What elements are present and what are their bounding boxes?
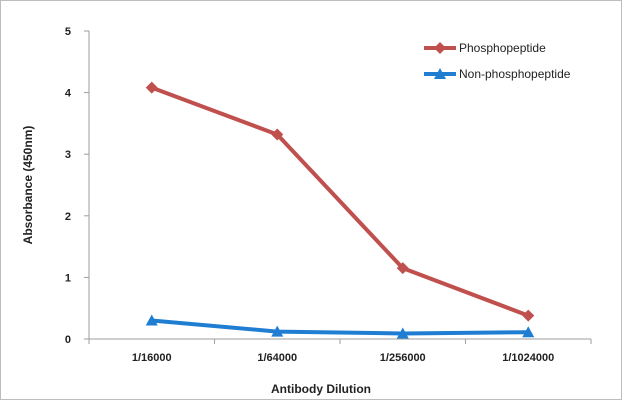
- series-line: [149, 85, 531, 318]
- legend-swatch-marker: [434, 42, 446, 54]
- x-tick-label: 1/1024000: [502, 352, 554, 364]
- y-ticks: 0 1 2 3 4 5: [65, 26, 89, 346]
- data-point: [522, 309, 535, 322]
- legend-label: Non-phosphopeptide: [459, 67, 571, 81]
- series-layer: [145, 81, 535, 339]
- legend: Phosphopeptide Non-phosphopeptide: [424, 41, 571, 81]
- data-point: [271, 325, 284, 337]
- y-tick-label: 3: [65, 149, 71, 161]
- data-point: [396, 327, 409, 339]
- y-tick-label: 1: [65, 272, 71, 284]
- x-tick-label: 1/64000: [257, 352, 297, 364]
- y-axis-title: Absorbance (450nm): [21, 126, 35, 245]
- data-point: [271, 128, 284, 141]
- legend-swatch-marker: [434, 68, 446, 79]
- x-ticks: 1/16000 1/64000 1/256000 1/1024000: [88, 339, 592, 364]
- legend-item: Phosphopeptide: [424, 41, 546, 55]
- data-point: [145, 314, 158, 326]
- y-tick-label: 0: [65, 334, 71, 346]
- x-tick-label: 1/16000: [132, 352, 172, 364]
- legend-label: Phosphopeptide: [459, 41, 546, 55]
- legend-item: Non-phosphopeptide: [424, 67, 571, 81]
- series-non-phosphopeptide: [145, 314, 535, 339]
- data-point: [396, 262, 409, 275]
- y-tick-label: 4: [65, 88, 72, 100]
- y-tick-label: 5: [65, 26, 71, 38]
- y-tick-label: 2: [65, 211, 71, 223]
- x-tick-label: 1/256000: [380, 352, 426, 364]
- data-point: [145, 81, 158, 94]
- data-point: [522, 326, 535, 338]
- series-line: [149, 318, 531, 336]
- x-axis-title: Antibody Dilution: [271, 382, 371, 396]
- series-phosphopeptide: [145, 81, 535, 322]
